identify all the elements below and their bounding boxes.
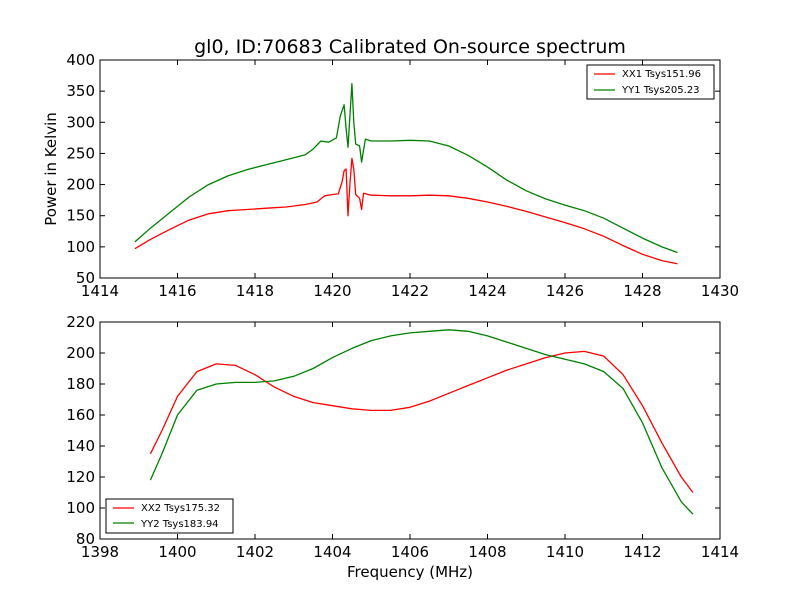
top-ytick-label-3: 200 xyxy=(66,176,95,194)
top-xtick-label-4: 1422 xyxy=(391,282,429,300)
bottom-xtick-label-7: 1412 xyxy=(623,543,661,561)
bottom-xtick-label-4: 1406 xyxy=(391,543,429,561)
top-xtick-label-2: 1418 xyxy=(236,282,274,300)
bottom-xtick-label-0: 1398 xyxy=(81,543,119,561)
top-ytick-label-0: 50 xyxy=(76,269,95,287)
bottom-xtick-label-8: 1414 xyxy=(701,543,739,561)
top-ytick-label-5: 300 xyxy=(66,113,95,131)
legend-bottom-label-1: XX2 Tsys175.32 xyxy=(141,503,220,514)
top-xtick-label-8: 1430 xyxy=(701,282,739,300)
plot-top-ticks: 1414 1416 1418 1420 1422 1424 1426 1428 1430 50 10… xyxy=(66,51,739,300)
legend-bottom: XX2 Tsys175.32 YY2 Tsys183.94 xyxy=(105,498,234,534)
bottom-ytick-label-5: 180 xyxy=(66,375,95,393)
bottom-ytick-label-6: 200 xyxy=(66,344,95,362)
top-xtick-label-1: 1416 xyxy=(158,282,196,300)
bottom-xtick-label-6: 1410 xyxy=(546,543,584,561)
bottom-xtick-label-3: 1404 xyxy=(313,543,351,561)
bottom-xtick-label-1: 1400 xyxy=(158,543,196,561)
top-series-line-1 xyxy=(134,157,678,265)
bottom-ytick-label-0: 80 xyxy=(76,530,95,548)
top-ytick-label-6: 350 xyxy=(66,82,95,100)
legend-top-label-1: XX1 Tsys151.96 xyxy=(622,69,701,80)
top-ytick-label-1: 100 xyxy=(66,238,95,256)
bottom-xtick-label-5: 1408 xyxy=(468,543,506,561)
top-xtick-label-7: 1428 xyxy=(623,282,661,300)
plot-bottom-lines xyxy=(149,329,694,515)
bottom-series-line-2 xyxy=(149,329,694,515)
bottom-ytick-label-4: 160 xyxy=(66,406,95,424)
legend-top: XX1 Tsys151.96 YY1 Tsys205.23 xyxy=(586,64,715,100)
bottom-ytick-label-7: 220 xyxy=(66,313,95,331)
plot-top: 1414 1416 1418 1420 1422 1424 1426 1428 1430 50 10… xyxy=(42,51,739,300)
bottom-series-line-1 xyxy=(149,350,694,493)
top-ytick-label-4: 250 xyxy=(66,144,95,162)
bottom-ytick-label-2: 120 xyxy=(66,468,95,486)
top-xtick-label-5: 1424 xyxy=(468,282,506,300)
plot-top-lines xyxy=(134,83,678,265)
legend-bottom-box xyxy=(105,498,234,534)
bottom-xtick-label-2: 1402 xyxy=(236,543,274,561)
legend-top-label-2: YY1 Tsys205.23 xyxy=(621,85,700,96)
bottom-ytick-label-1: 100 xyxy=(66,499,95,517)
top-xtick-label-6: 1426 xyxy=(546,282,584,300)
legend-bottom-label-2: YY2 Tsys183.94 xyxy=(140,519,219,530)
top-series-line-2 xyxy=(134,83,678,254)
figure-title: gl0, ID:70683 Calibrated On-source spect… xyxy=(194,36,626,58)
plot-bottom-ticks: 1398 1400 1402 1404 1406 1408 1410 1412 1414 80 10… xyxy=(66,313,739,561)
x-axis-label-bottom: Frequency (MHz) xyxy=(347,563,473,581)
legend-top-box xyxy=(586,64,715,100)
top-xtick-label-0: 1414 xyxy=(81,282,119,300)
top-ytick-label-7: 400 xyxy=(66,51,95,69)
top-xtick-label-3: 1420 xyxy=(313,282,351,300)
top-ytick-label-2: 150 xyxy=(66,207,95,225)
plot-bottom: 1398 1400 1402 1404 1406 1408 1410 1412 1414 80 10… xyxy=(66,313,739,581)
y-axis-label-top: Power in Kelvin xyxy=(42,112,60,226)
bottom-ytick-label-3: 140 xyxy=(66,437,95,455)
